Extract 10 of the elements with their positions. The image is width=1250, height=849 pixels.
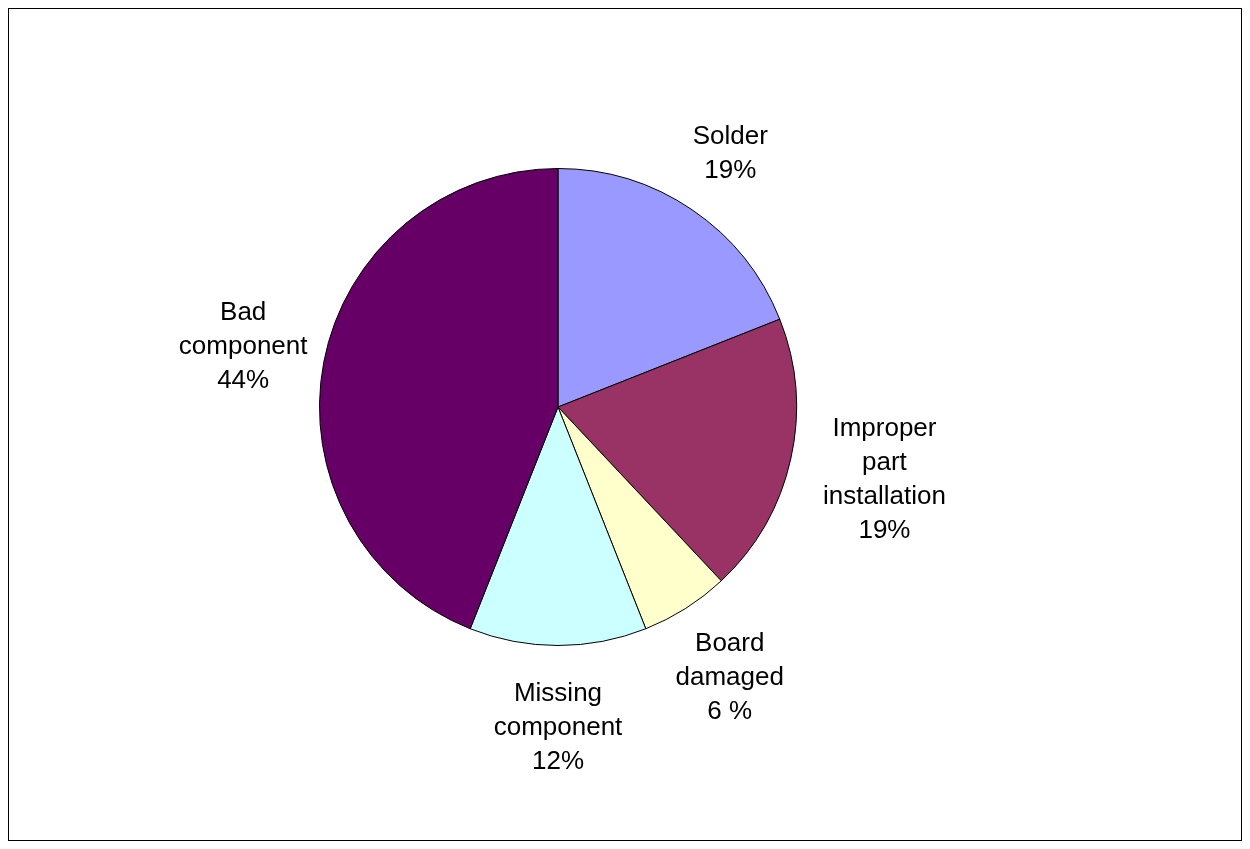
data-label: 19% (858, 514, 911, 545)
data-label: 12% (531, 744, 585, 775)
slice-label: Missing component (493, 676, 624, 741)
data-label: 19% (704, 153, 757, 184)
slice-label: Solder (692, 119, 769, 150)
data-label: 6 % (707, 694, 753, 725)
data-label: 44% (217, 364, 270, 395)
slice-label: Improper part installation (823, 412, 946, 511)
slice-label: Board damaged (675, 626, 784, 691)
slice-label: Bad component (178, 296, 309, 361)
